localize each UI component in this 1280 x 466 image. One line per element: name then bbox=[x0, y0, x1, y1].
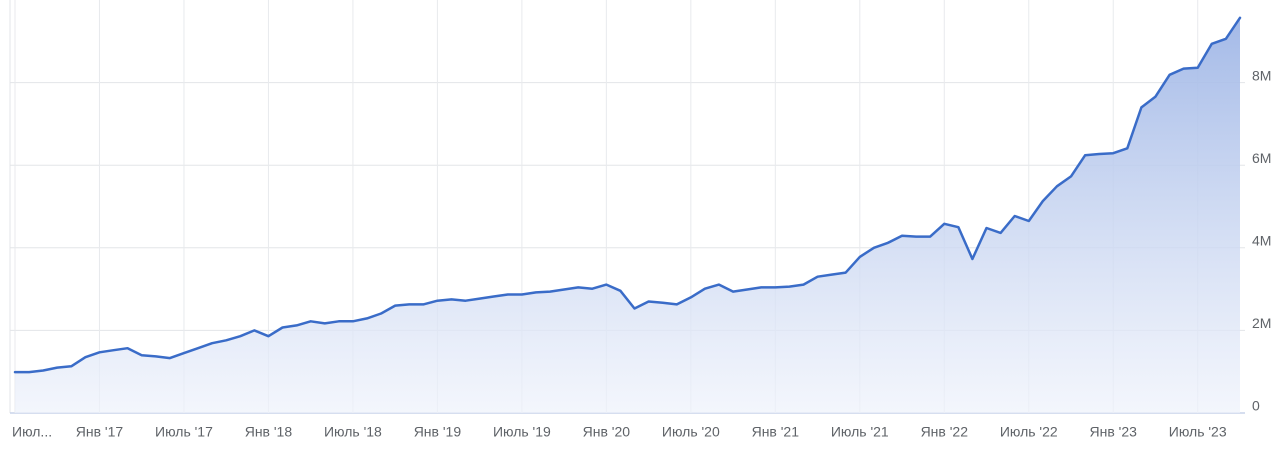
x-tick-label: Июль '19 bbox=[493, 424, 551, 440]
x-tick-label: Июль '22 bbox=[1000, 424, 1058, 440]
x-tick-label: Июль '18 bbox=[324, 424, 382, 440]
x-tick-label: Янв '21 bbox=[752, 424, 800, 440]
y-tick-label: 0 bbox=[1252, 398, 1260, 414]
x-tick-label: Янв '19 bbox=[414, 424, 462, 440]
x-tick-label: Янв '17 bbox=[76, 424, 124, 440]
x-tick-label: Июль '21 bbox=[831, 424, 889, 440]
y-tick-label: 8M bbox=[1252, 67, 1271, 83]
x-tick-label: Янв '23 bbox=[1090, 424, 1138, 440]
x-tick-label: Июл... bbox=[12, 424, 52, 440]
x-tick-label: Июль '20 bbox=[662, 424, 720, 440]
x-tick-label: Июль '17 bbox=[155, 424, 213, 440]
y-tick-label: 6M bbox=[1252, 150, 1271, 166]
x-tick-label: Янв '20 bbox=[583, 424, 631, 440]
area-fill bbox=[15, 17, 1240, 414]
y-tick-label: 2M bbox=[1252, 315, 1271, 331]
y-tick-label: 4M bbox=[1252, 233, 1271, 249]
line bbox=[13, 16, 1242, 374]
x-tick-label: Янв '22 bbox=[921, 424, 969, 440]
x-tick-label: Янв '18 bbox=[245, 424, 293, 440]
x-tick-label: Июль '23 bbox=[1169, 424, 1227, 440]
